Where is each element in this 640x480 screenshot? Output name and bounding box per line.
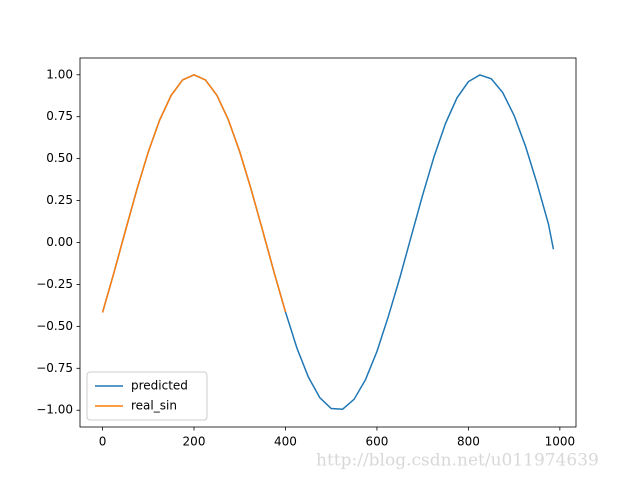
line [101,73,555,410]
legend-label: predicted [131,379,188,393]
y-tick-label: 0.00 [46,235,73,249]
x-tick-label: 800 [457,435,480,449]
y-tick-label: −1.00 [36,403,73,417]
x-tick-label: 600 [365,435,388,449]
legend-box [86,371,208,421]
y-tick-label: 0.50 [46,151,73,165]
y-tick-label: 0.25 [46,193,73,207]
x-tick-label: 1000 [545,435,576,449]
x-tick-label: 400 [274,435,297,449]
y-tick-label: 0.75 [46,109,73,123]
legend-label: real_sin [131,399,177,413]
line [101,73,287,313]
x-tick-label: 200 [183,435,206,449]
y-tick-label: −0.75 [36,361,73,375]
axes-frame [79,57,577,428]
watermark: http://blog.csdn.net/u011974639 [316,451,599,471]
y-tick-label: 1.00 [46,67,73,81]
y-tick-label: −0.25 [36,277,73,291]
y-tick-label: −0.50 [36,319,73,333]
x-tick-label: 0 [99,435,107,449]
